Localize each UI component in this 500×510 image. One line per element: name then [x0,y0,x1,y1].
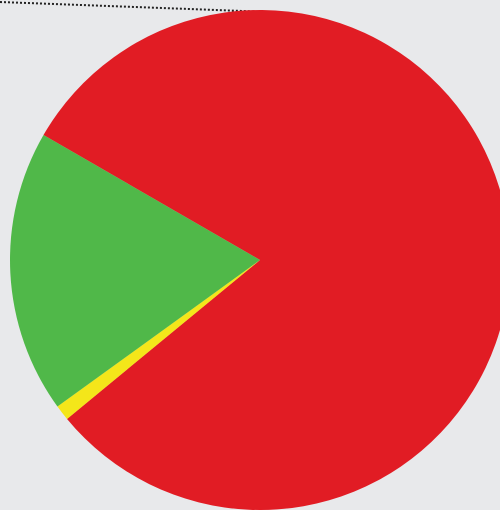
pie-slice-2 [9,135,261,407]
leader-line-top [0,1,271,13]
pie-slice-0 [43,10,500,510]
pie-slice-1 [57,260,260,419]
pie-slices [9,10,500,510]
